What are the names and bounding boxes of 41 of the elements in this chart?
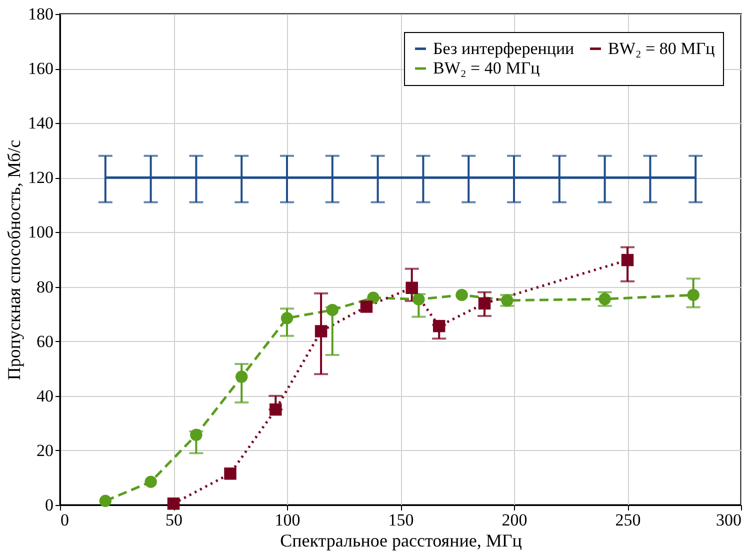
point [190,428,202,442]
legend-label: BW₂ = 80 МГц [608,38,715,58]
y-tick-label: 60 [36,332,54,351]
y-tick-label: 120 [28,168,54,188]
point [412,293,425,306]
x-axis-title: Спектральное расстояние, МГц [280,530,522,550]
legend-label: Без интерференции [433,38,574,58]
point [99,494,112,508]
point [280,312,294,324]
point [314,325,328,338]
point [406,282,418,294]
x-tick-label: 300 [716,510,742,530]
y-tick-label: 20 [36,440,54,460]
y-tick-label: 180 [28,4,54,24]
legend-label: BW₂ = 40 МГц [433,58,540,78]
point [456,288,468,302]
y-tick-label: 140 [28,114,54,133]
x-tick-label: 250 [615,510,641,530]
point [360,300,373,313]
x-tick-label: 50 [166,510,182,530]
point [224,468,236,480]
x-tick-label: 200 [502,510,528,530]
point [432,320,446,332]
y-tick-label: 80 [36,277,54,296]
point [326,304,339,316]
point [367,292,380,304]
point [144,476,157,488]
point [270,403,282,416]
y-tick-label: 40 [36,386,54,406]
point [478,297,491,310]
y-tick-label: 100 [28,222,54,242]
y-tick-label: 160 [28,59,54,78]
point [167,498,180,510]
point [621,254,634,266]
x-tick-label: 0 [60,510,69,530]
y-axis-title: Пропускная способность, Мб/с [4,140,24,380]
x-tick-label: 150 [388,510,414,530]
point [235,370,248,383]
point [687,288,700,302]
y-tick-label: 0 [45,496,54,514]
x-tick-label: 100 [274,510,300,530]
